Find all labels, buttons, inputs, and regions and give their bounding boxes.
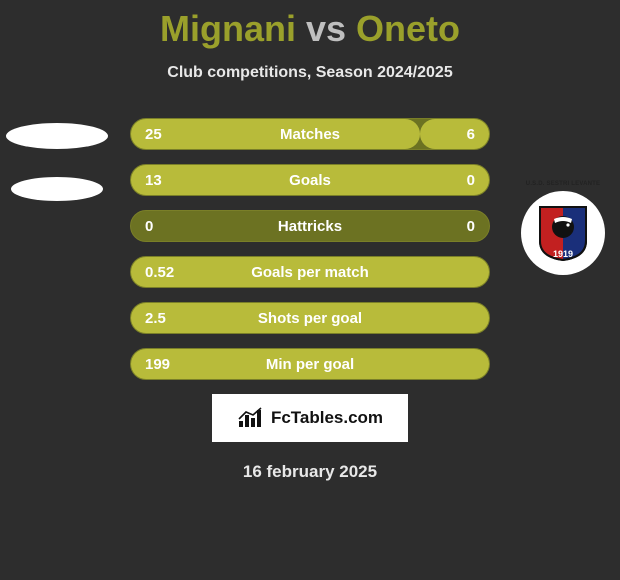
- player1-name: Mignani: [160, 8, 296, 49]
- stat-row: 0.52Goals per match: [130, 256, 490, 288]
- stat-row: 25Matches6: [130, 118, 490, 150]
- crest-top-text: U.S.D. SESTRI LEVANTE: [521, 181, 605, 187]
- date-text: 16 february 2025: [0, 462, 620, 482]
- watermark-text: FcTables.com: [271, 408, 383, 428]
- stat-label: Goals per match: [191, 264, 429, 281]
- stat-value-right: 0: [429, 218, 489, 235]
- team-logo-right: U.S.D. SESTRI LEVANTE 1919: [508, 178, 618, 288]
- stat-value-left: 25: [131, 126, 191, 143]
- stat-value-left: 0: [131, 218, 191, 235]
- stat-value-right: 0: [429, 172, 489, 189]
- stat-label: Goals: [191, 172, 429, 189]
- stat-row: 2.5Shots per goal: [130, 302, 490, 334]
- stat-row: 13Goals0: [130, 164, 490, 196]
- crest-year: 1919: [538, 249, 588, 259]
- stat-value-right: 6: [429, 126, 489, 143]
- team-logo-left: [2, 106, 112, 216]
- stat-value-left: 199: [131, 356, 191, 373]
- stat-value-left: 2.5: [131, 310, 191, 327]
- stat-rows: 25Matches613Goals00Hattricks00.52Goals p…: [130, 118, 490, 380]
- stat-label: Hattricks: [191, 218, 429, 235]
- vs-text: vs: [306, 8, 346, 49]
- watermark: FcTables.com: [212, 394, 408, 442]
- player2-name: Oneto: [356, 8, 460, 49]
- stat-label: Min per goal: [191, 356, 429, 373]
- placeholder-oval-icon: [11, 177, 103, 201]
- stat-value-left: 13: [131, 172, 191, 189]
- stat-label: Shots per goal: [191, 310, 429, 327]
- comparison-title: Mignani vs Oneto: [0, 0, 620, 50]
- subtitle: Club competitions, Season 2024/2025: [0, 64, 620, 82]
- club-crest-icon: U.S.D. SESTRI LEVANTE 1919: [521, 191, 605, 275]
- placeholder-oval-icon: [6, 123, 108, 149]
- stat-row: 199Min per goal: [130, 348, 490, 380]
- stat-value-left: 0.52: [131, 264, 191, 281]
- chart-bars-icon: [237, 407, 265, 429]
- stat-label: Matches: [191, 126, 429, 143]
- stat-row: 0Hattricks0: [130, 210, 490, 242]
- stats-area: U.S.D. SESTRI LEVANTE 1919 25Matches613G…: [0, 118, 620, 380]
